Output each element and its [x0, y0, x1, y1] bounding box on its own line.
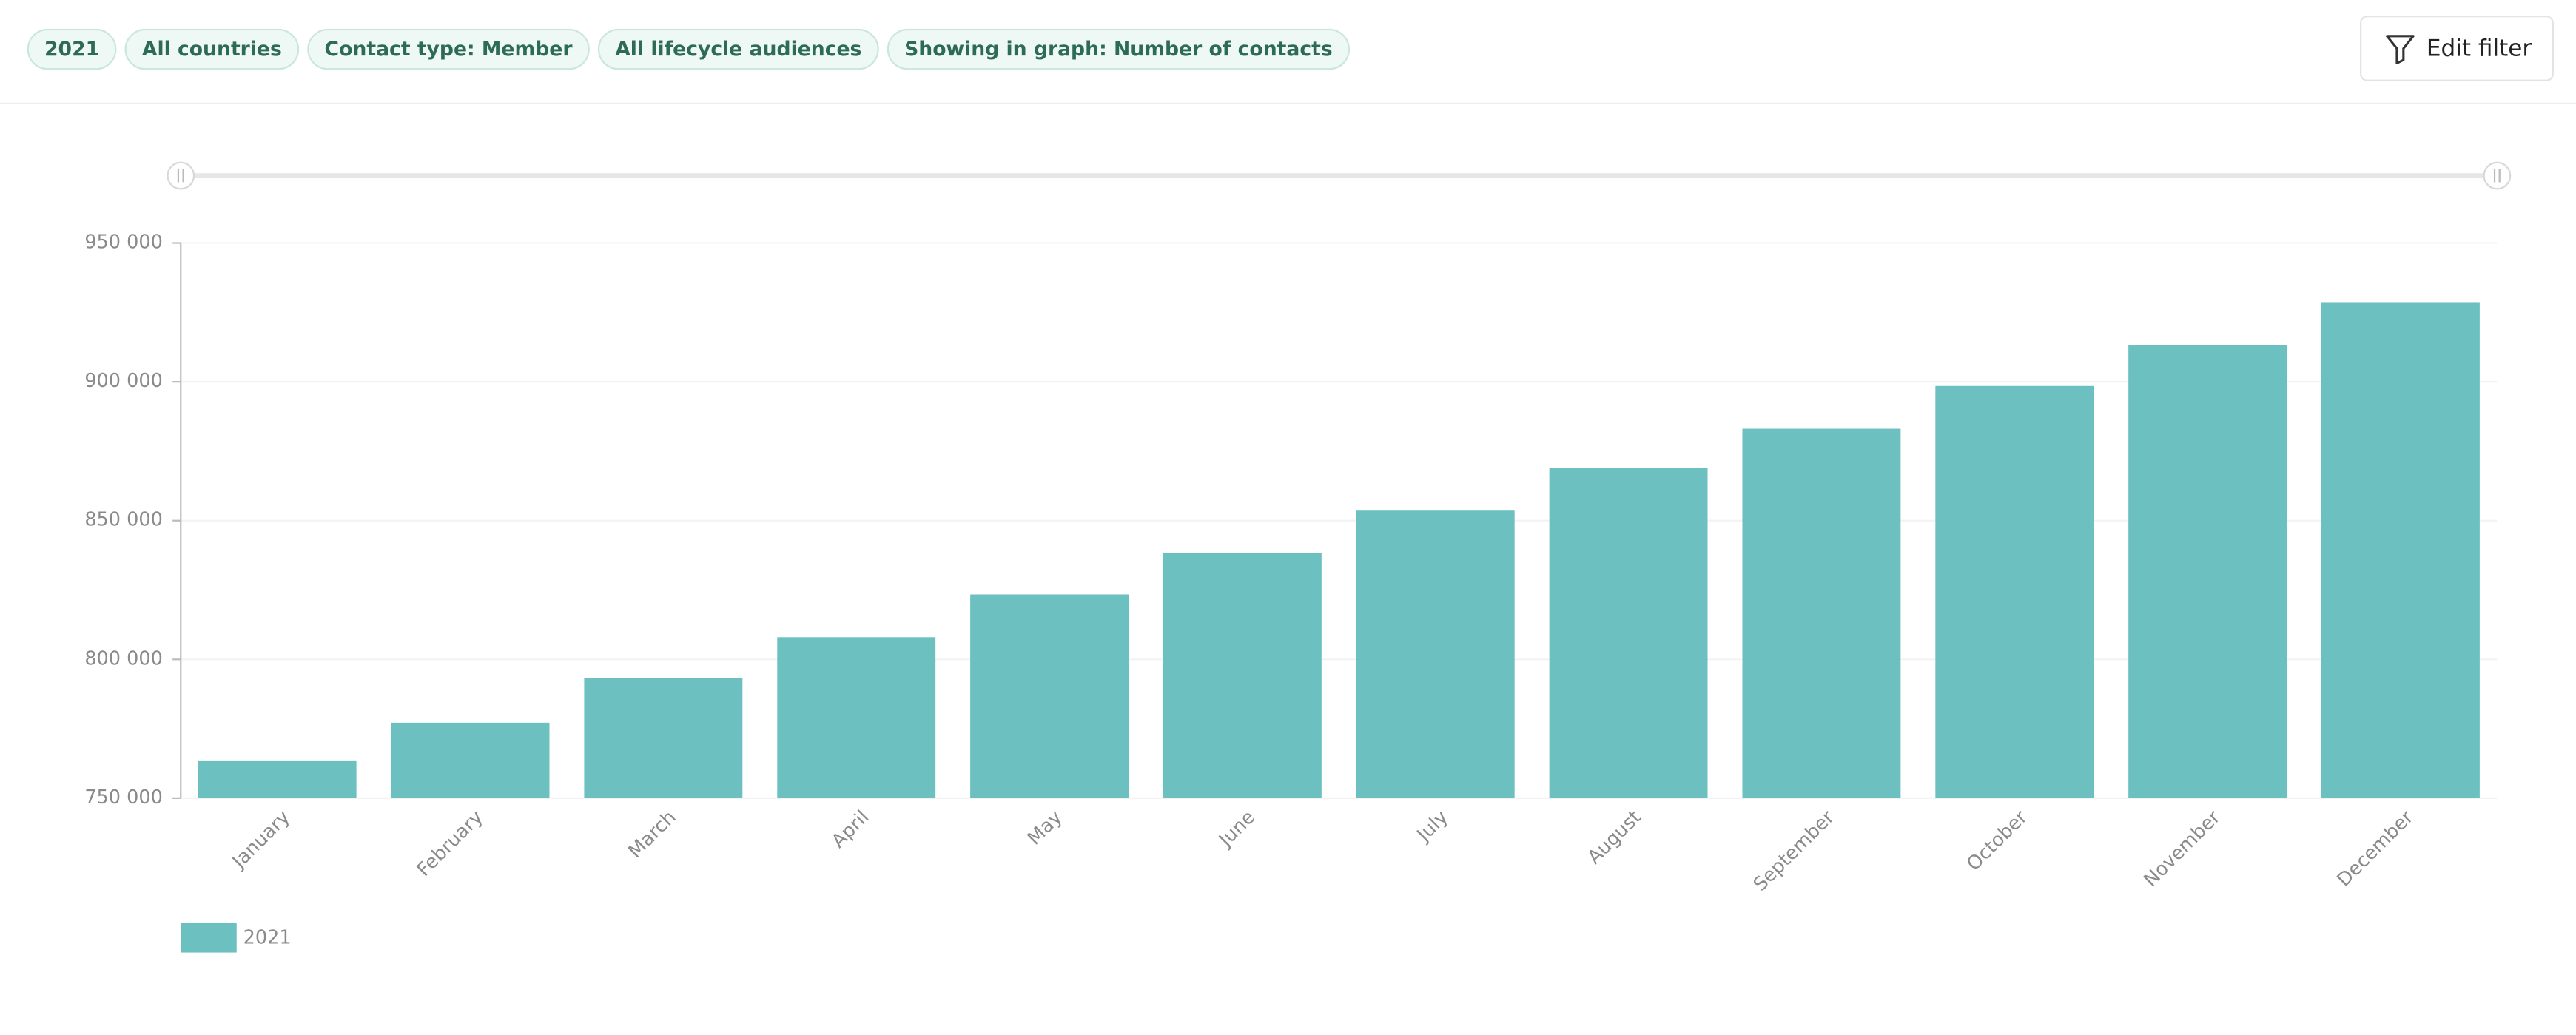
- bar: [584, 678, 743, 798]
- chip-label: All lifecycle audiences: [615, 38, 861, 61]
- bar: [1356, 510, 1515, 798]
- button-frame: [2360, 16, 2554, 81]
- bar: [1935, 385, 2094, 798]
- chip-label: All countries: [142, 38, 282, 61]
- x-tick-label: September: [1749, 806, 1839, 895]
- chip-frame: [124, 28, 300, 70]
- handle-grip: [177, 169, 184, 183]
- x-tick-label: January: [227, 806, 295, 874]
- bar: [777, 637, 936, 798]
- bar: [2128, 345, 2287, 798]
- edit-filter-button[interactable]: Edit filter: [2360, 16, 2554, 81]
- y-tick-label: 750 000: [84, 786, 163, 809]
- x-tick-label: May: [1023, 806, 1067, 850]
- chip-label: Contact type: Member: [325, 38, 574, 61]
- legend-swatch: [181, 923, 237, 953]
- handle-grip: [2493, 169, 2501, 183]
- chart: 750 000 800 000 850 000 900 000 950 000 2021 J…: [84, 232, 2498, 953]
- chip-frame: [887, 28, 1351, 70]
- x-tick-label: August: [1583, 806, 1645, 869]
- filter-chip[interactable]: All lifecycle audiences: [597, 28, 879, 70]
- bar: [198, 760, 357, 798]
- chip-frame: [27, 28, 117, 70]
- x-tick-label: November: [2139, 806, 2224, 891]
- y-tick-label: 850 000: [84, 509, 163, 531]
- legend-label: 2021: [243, 927, 292, 949]
- slider-handle[interactable]: [167, 161, 195, 190]
- y-tick-label: 950 000: [84, 232, 163, 254]
- filter-chip[interactable]: All countries: [124, 28, 300, 70]
- bar: [1742, 428, 1901, 798]
- bar: [1549, 468, 1708, 798]
- x-tick-label: March: [624, 806, 680, 863]
- y-tick-label: 900 000: [84, 370, 163, 392]
- filter-chip[interactable]: Contact type: Member: [307, 28, 590, 70]
- x-tick-label: December: [2333, 806, 2418, 891]
- y-tick-label: 800 000: [84, 647, 163, 670]
- chip-frame: [307, 28, 590, 70]
- filter-chip[interactable]: Showing in graph: Number of contacts: [887, 28, 1351, 70]
- chip-frame: [597, 28, 879, 70]
- slider-handle[interactable]: [2483, 161, 2512, 190]
- x-tick-label: July: [1412, 806, 1453, 847]
- x-tick-label: April: [827, 806, 873, 852]
- bar: [970, 594, 1129, 798]
- filter-bar: 2021 All countries Contact type: Member All…: [27, 28, 1351, 70]
- button-label: Edit filter: [2427, 36, 2532, 62]
- x-tick-label: October: [1963, 806, 2032, 875]
- x-tick-label: February: [413, 806, 488, 881]
- filter-chip[interactable]: 2021: [27, 28, 117, 70]
- filter-icon: [2386, 35, 2415, 65]
- x-tick-label: June: [1214, 806, 1260, 852]
- range-slider[interactable]: [167, 161, 2512, 190]
- chip-label: Showing in graph: Number of contacts: [904, 38, 1333, 61]
- bar: [1163, 553, 1322, 798]
- bar: [391, 722, 550, 798]
- bar: [2321, 302, 2480, 798]
- chip-label: 2021: [44, 38, 99, 61]
